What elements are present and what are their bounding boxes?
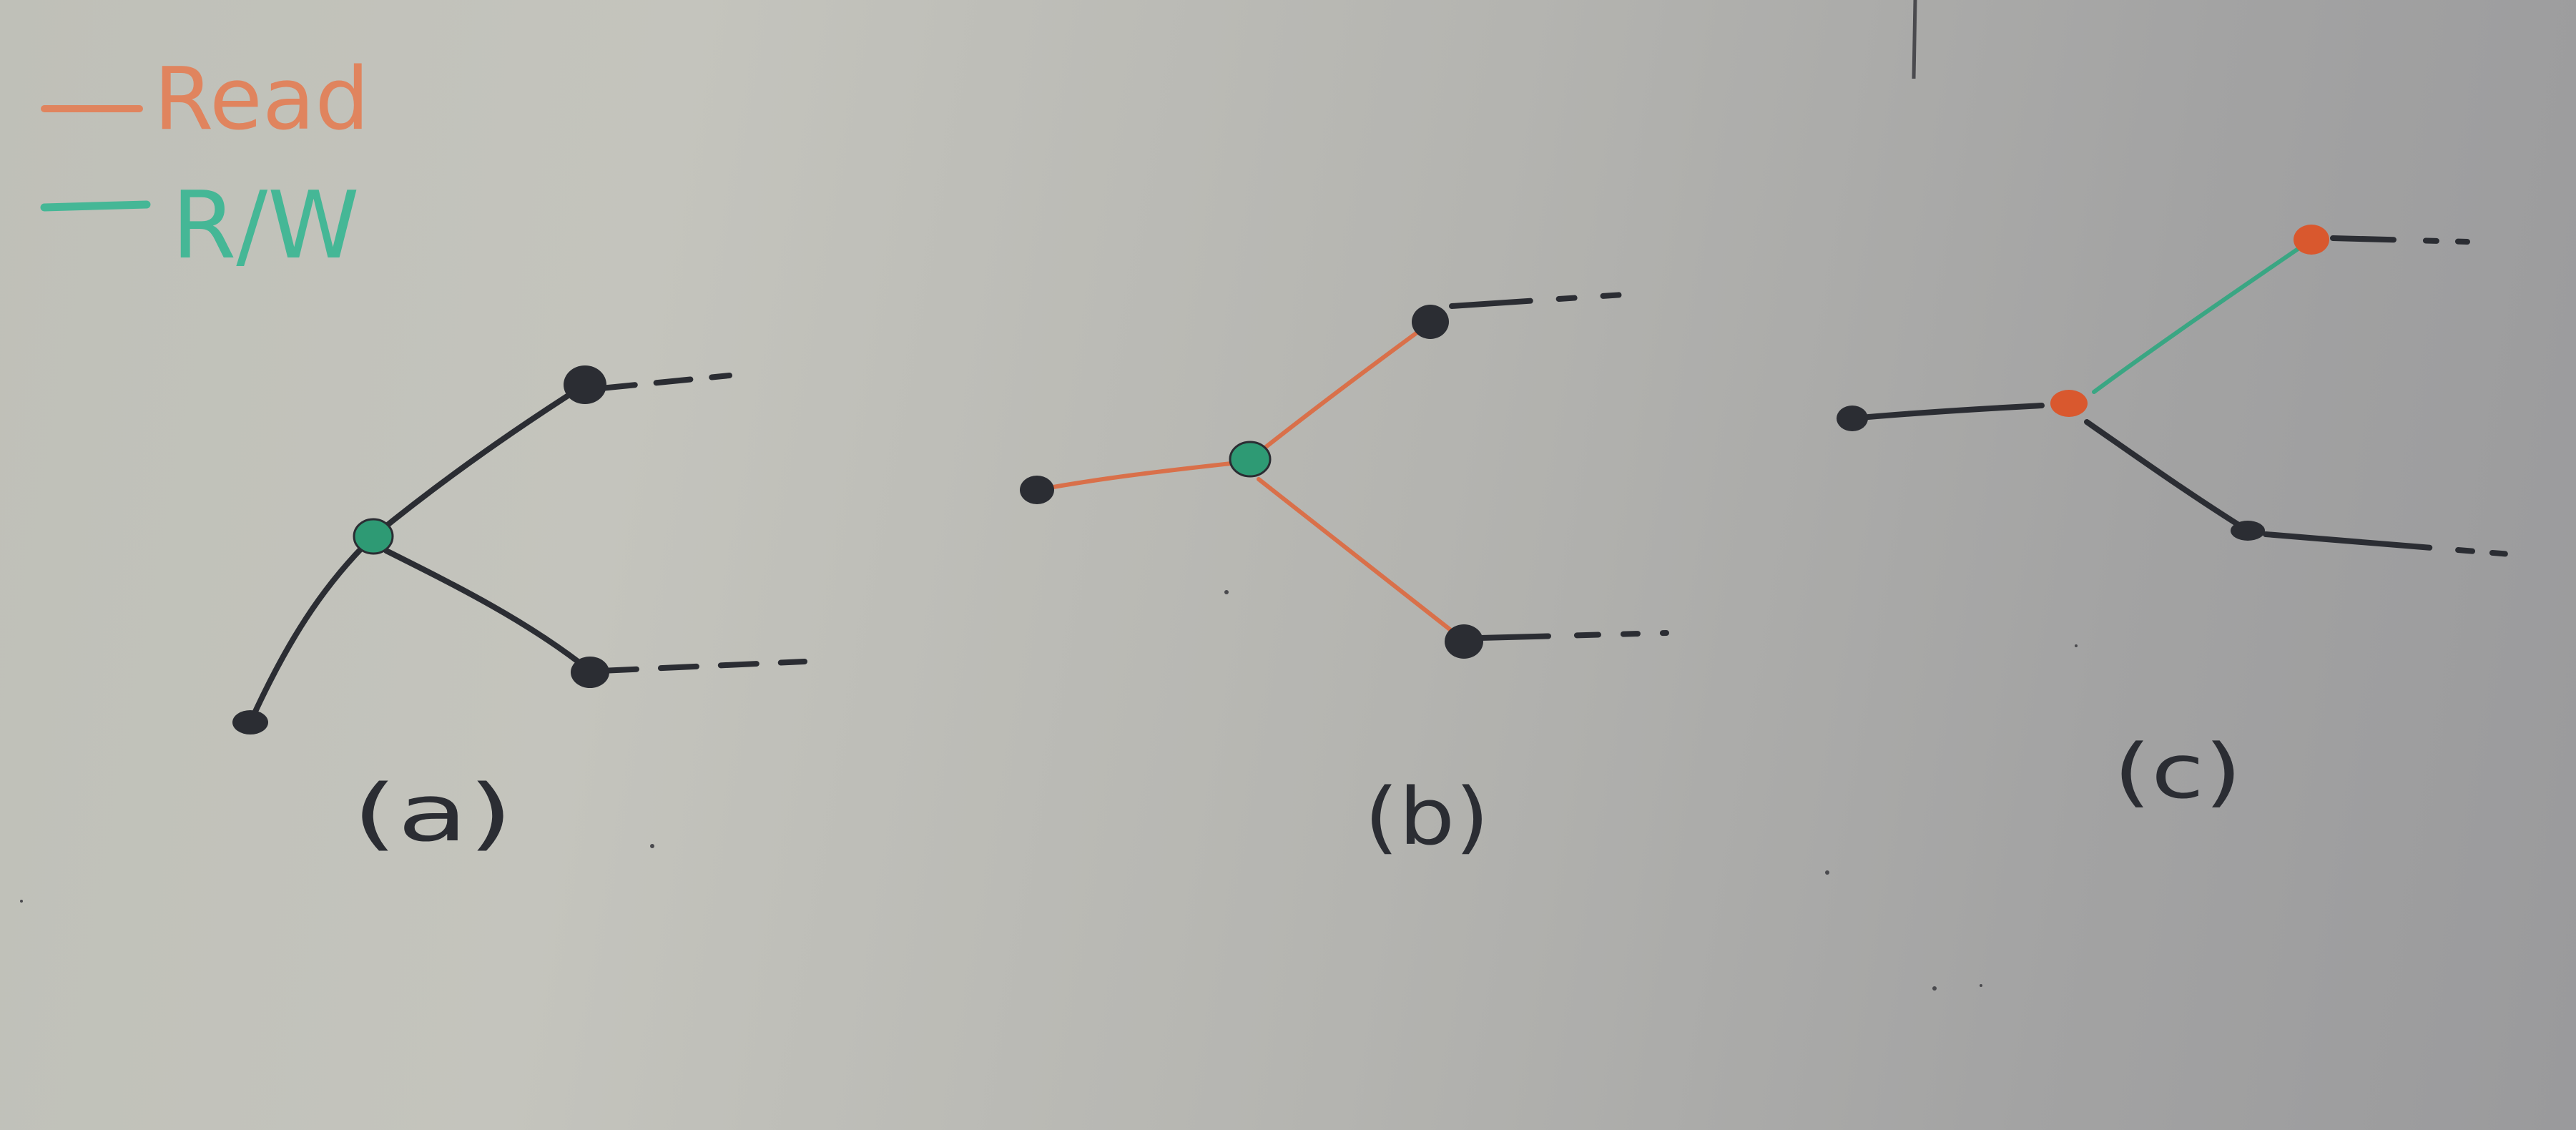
legend-rw-swatch — [40, 200, 151, 212]
board-specks — [20, 0, 2078, 991]
speck — [650, 844, 654, 848]
caption-a: (a) — [353, 767, 513, 859]
caption-b: (b) — [1365, 771, 1490, 863]
speck — [2075, 644, 2078, 647]
diagram-b: (b) — [1020, 290, 1669, 863]
node-c-root — [1837, 406, 1868, 431]
edge-c-left — [1849, 403, 2045, 421]
edge-a-upper-continuation — [598, 373, 732, 391]
edge-b-lower — [1257, 477, 1461, 639]
node-b-lower — [1445, 624, 1483, 659]
edge-b-upper-continuation — [1449, 290, 1648, 309]
node-b-upper — [1412, 305, 1449, 339]
speck — [1932, 986, 1937, 991]
speck — [20, 900, 23, 903]
legend-rw-label: R/W — [172, 171, 360, 280]
diagram-a: (a) — [232, 365, 807, 859]
edge-c-upper-continuation — [2330, 235, 2470, 245]
edge-b-lower-continuation — [1478, 630, 1669, 641]
speck — [1825, 870, 1829, 875]
edge-c-lower — [2084, 419, 2248, 532]
speck — [1224, 590, 1229, 594]
node-a-lower — [571, 657, 609, 688]
edge-a-upper — [370, 382, 588, 539]
edge-a-lower-right — [383, 548, 593, 674]
node-b-root — [1020, 476, 1054, 504]
edge-a-lower-left — [247, 534, 376, 725]
node-c-upper — [2294, 225, 2329, 255]
speck — [1980, 984, 1982, 987]
top-edge-mark — [1912, 0, 1917, 79]
node-a-center — [353, 518, 394, 555]
caption-c: (c) — [2113, 728, 2242, 815]
diagram-c: (c) — [1837, 225, 2513, 815]
node-a-upper — [564, 365, 606, 404]
edge-b-upper — [1264, 323, 1429, 449]
node-b-center — [1229, 441, 1272, 478]
legend: Read R/W — [40, 50, 370, 280]
legend-item-read: Read — [41, 50, 370, 149]
edge-a-lower-continuation — [598, 659, 807, 674]
edge-c-lower-continuation — [2263, 531, 2513, 557]
node-c-center — [2050, 390, 2088, 417]
legend-read-label: Read — [154, 50, 370, 149]
legend-item-rw: R/W — [40, 171, 360, 280]
node-c-lower — [2231, 521, 2265, 541]
edge-b-left — [1035, 459, 1252, 492]
node-a-root — [232, 710, 268, 734]
edge-c-upper — [2092, 241, 2309, 394]
